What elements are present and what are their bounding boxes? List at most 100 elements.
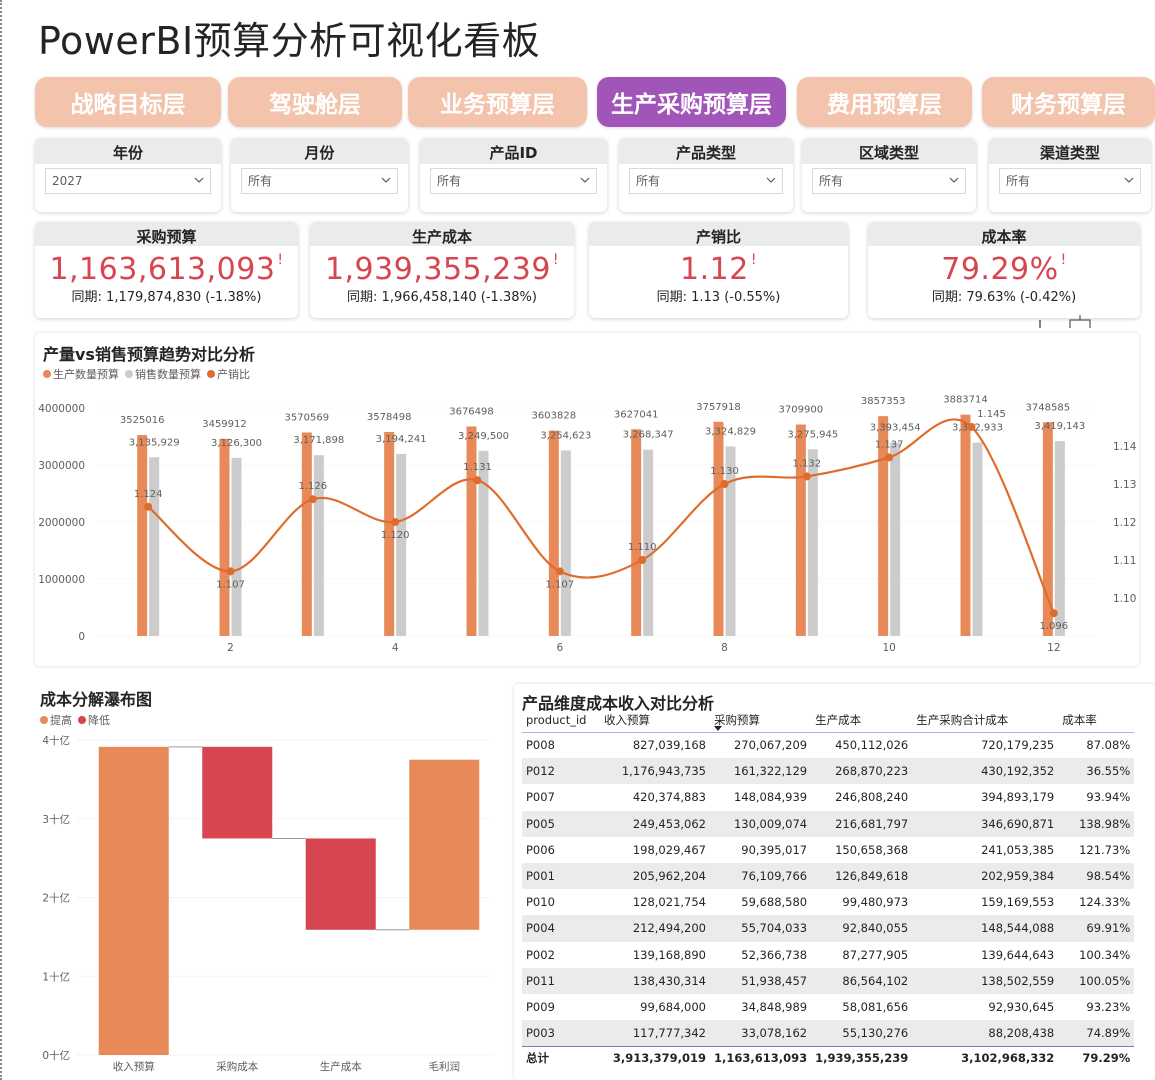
table-total-row: 总计 3,913,379,019 1,163,613,093 1,939,355,23… [522,1045,1135,1069]
visual-header-icons[interactable] [1030,312,1100,328]
tab-production-procurement[interactable]: 生产采购预算层 [597,77,786,127]
data-label-ratio: 1.126 [299,481,328,492]
column-header[interactable]: 成本率 [1058,708,1135,733]
legend-item-production: 生产数量预算 [43,366,119,382]
table-cell: 58,081,656 [842,999,909,1014]
tab-strategy[interactable]: 战略目标层 [35,77,221,127]
waterfall-legend: 提高 降低 [40,712,110,728]
table-cell: 216,681,797 [811,810,913,837]
table-cell: 420,374,883 [632,790,706,805]
table-cell: 93.23% [1086,999,1131,1014]
table-cell: 93.94% [1086,790,1131,805]
slicer-year: 年份 2027 [35,138,221,212]
table-cell: 720,179,235 [981,738,1055,753]
data-label-ratio: 1.145 [977,409,1006,420]
table-cell: 121.73% [1079,842,1131,857]
table-row[interactable]: P010 128,021,754 59,688,580 99,480,973 159,1… [522,889,1134,915]
column-header[interactable]: 收入预算 [600,708,710,733]
table-cell: P011 [522,967,600,994]
table-row[interactable]: P012 1,176,943,735 161,322,129 268,870,223 4… [522,758,1135,785]
ratio-point [144,502,153,511]
data-label-ratio: 1.130 [710,466,739,477]
table-cell: 130,009,074 [710,810,812,837]
sort-descending-icon [714,726,722,731]
column-header[interactable]: 生产采购合计成本 [912,708,1059,733]
table-cell: 87,277,905 [842,947,909,962]
table-cell: 212,494,200 [600,915,710,942]
data-label-sales: 3,324,829 [705,426,756,437]
table-row[interactable]: P005 249,453,062 130,009,074 216,681,797 346… [522,810,1135,837]
data-label-ratio: 1.120 [381,530,410,541]
slicer-product-id: 产品ID 所有 [420,138,607,212]
column-header[interactable]: product_id [522,708,600,733]
kpi-comparison: 同期: 1,179,874,830 (-1.38%) [71,290,262,305]
table-row[interactable]: P004 212,494,200 55,704,033 92,840,055 148,5… [522,915,1135,942]
table-cell: 55,704,033 [710,915,812,942]
bar-sales [972,442,983,636]
table-row[interactable]: P003 117,777,342 33,078,162 55,130,276 88,20… [522,1020,1135,1047]
product-type-dropdown[interactable]: 所有 [629,168,783,194]
product-id-dropdown[interactable]: 所有 [430,168,597,194]
page-title: PowerBI预算分析可视化看板 [38,19,541,63]
table-row[interactable]: P009 99,684,000 34,848,989 58,081,656 92,930… [522,994,1134,1020]
legend-dot [207,370,215,378]
slicer-title: 产品ID [420,138,607,164]
table-total-cell: 1,939,355,239 [811,1045,913,1069]
y-axis-tick-label: 4十亿 [42,734,70,747]
tab-label: 驾驶舱层 [269,92,361,118]
table-row[interactable]: P002 139,168,890 52,366,738 87,277,905 139,6… [522,942,1134,968]
table-row[interactable]: P001 205,962,204 76,109,766 126,849,618 202,… [522,862,1135,890]
column-header[interactable]: 生产成本 [811,708,913,733]
chevron-down-icon [381,177,391,183]
column-header-sorted[interactable]: 采购预算 [710,708,812,733]
bar-production [960,414,971,636]
trend-chart-panel [35,333,1139,666]
table-cell: 99,684,000 [640,999,706,1014]
table-cell: 268,870,223 [811,758,913,785]
bar-sales [807,449,818,636]
kpi-procurement-budget: 采购预算 1,163,613,093! 同期: 1,179,874,830 (-… [35,222,298,318]
data-label-production: 3883714 [943,395,988,406]
tab-expense-budget[interactable]: 费用预算层 [797,77,972,127]
data-label-ratio: 1.107 [546,579,575,590]
tab-finance-budget[interactable]: 财务预算层 [982,77,1155,127]
bar-production [301,432,312,636]
table-cell: P002 [526,947,555,962]
slicer-month: 月份 所有 [231,138,408,212]
data-label-production: 3709900 [779,405,824,416]
data-label-sales: 3,393,454 [870,423,921,434]
month-dropdown[interactable]: 所有 [241,168,398,194]
table-cell: 202,959,384 [912,862,1059,890]
legend-item-decrease: 降低 [78,712,110,728]
region-type-dropdown[interactable]: 所有 [812,168,966,194]
x-axis-tick-label: 收入预算 [113,1060,155,1073]
kpi-title: 成本率 [868,222,1140,246]
table-row[interactable]: P008 827,039,168 270,067,209 450,112,026 720… [522,732,1134,758]
legend-item-sales: 销售数量预算 [125,366,201,382]
kpi-value: 1.12! [589,252,848,287]
table-cell: 270,067,209 [733,738,808,753]
tab-business-budget[interactable]: 业务预算层 [408,77,587,127]
kpi-title: 采购预算 [35,222,298,246]
waterfall-bar [202,746,273,839]
table-cell: 138.98% [1058,810,1135,837]
data-label-production: 3603828 [532,411,577,422]
year-dropdown[interactable]: 2027 [45,168,211,194]
table-row[interactable]: P006 198,029,467 90,395,017 150,658,368 241,… [522,837,1134,863]
table-cell: 159,169,553 [981,895,1055,910]
legend-dot [125,370,133,378]
kpi-title: 产销比 [589,222,848,246]
y-axis-tick-label: 3十亿 [42,813,70,826]
table-cell: 92,930,645 [988,999,1055,1014]
table-cell: P001 [522,862,600,890]
y2-axis-tick-label: 1.11 [1113,555,1136,567]
y-axis-tick-label: 1000000 [38,574,85,586]
table-row[interactable]: P011 138,430,314 51,938,457 86,564,102 138,5… [522,967,1135,994]
table-cell: 98.54% [1058,862,1135,890]
bar-sales [478,450,489,636]
table-row[interactable]: P007 420,374,883 148,084,939 246,808,240 394… [522,784,1134,810]
dropdown-value: 所有 [636,174,661,188]
table-cell: 100.34% [1079,947,1131,962]
tab-cockpit[interactable]: 驾驶舱层 [228,77,402,127]
channel-type-dropdown[interactable]: 所有 [999,168,1141,194]
